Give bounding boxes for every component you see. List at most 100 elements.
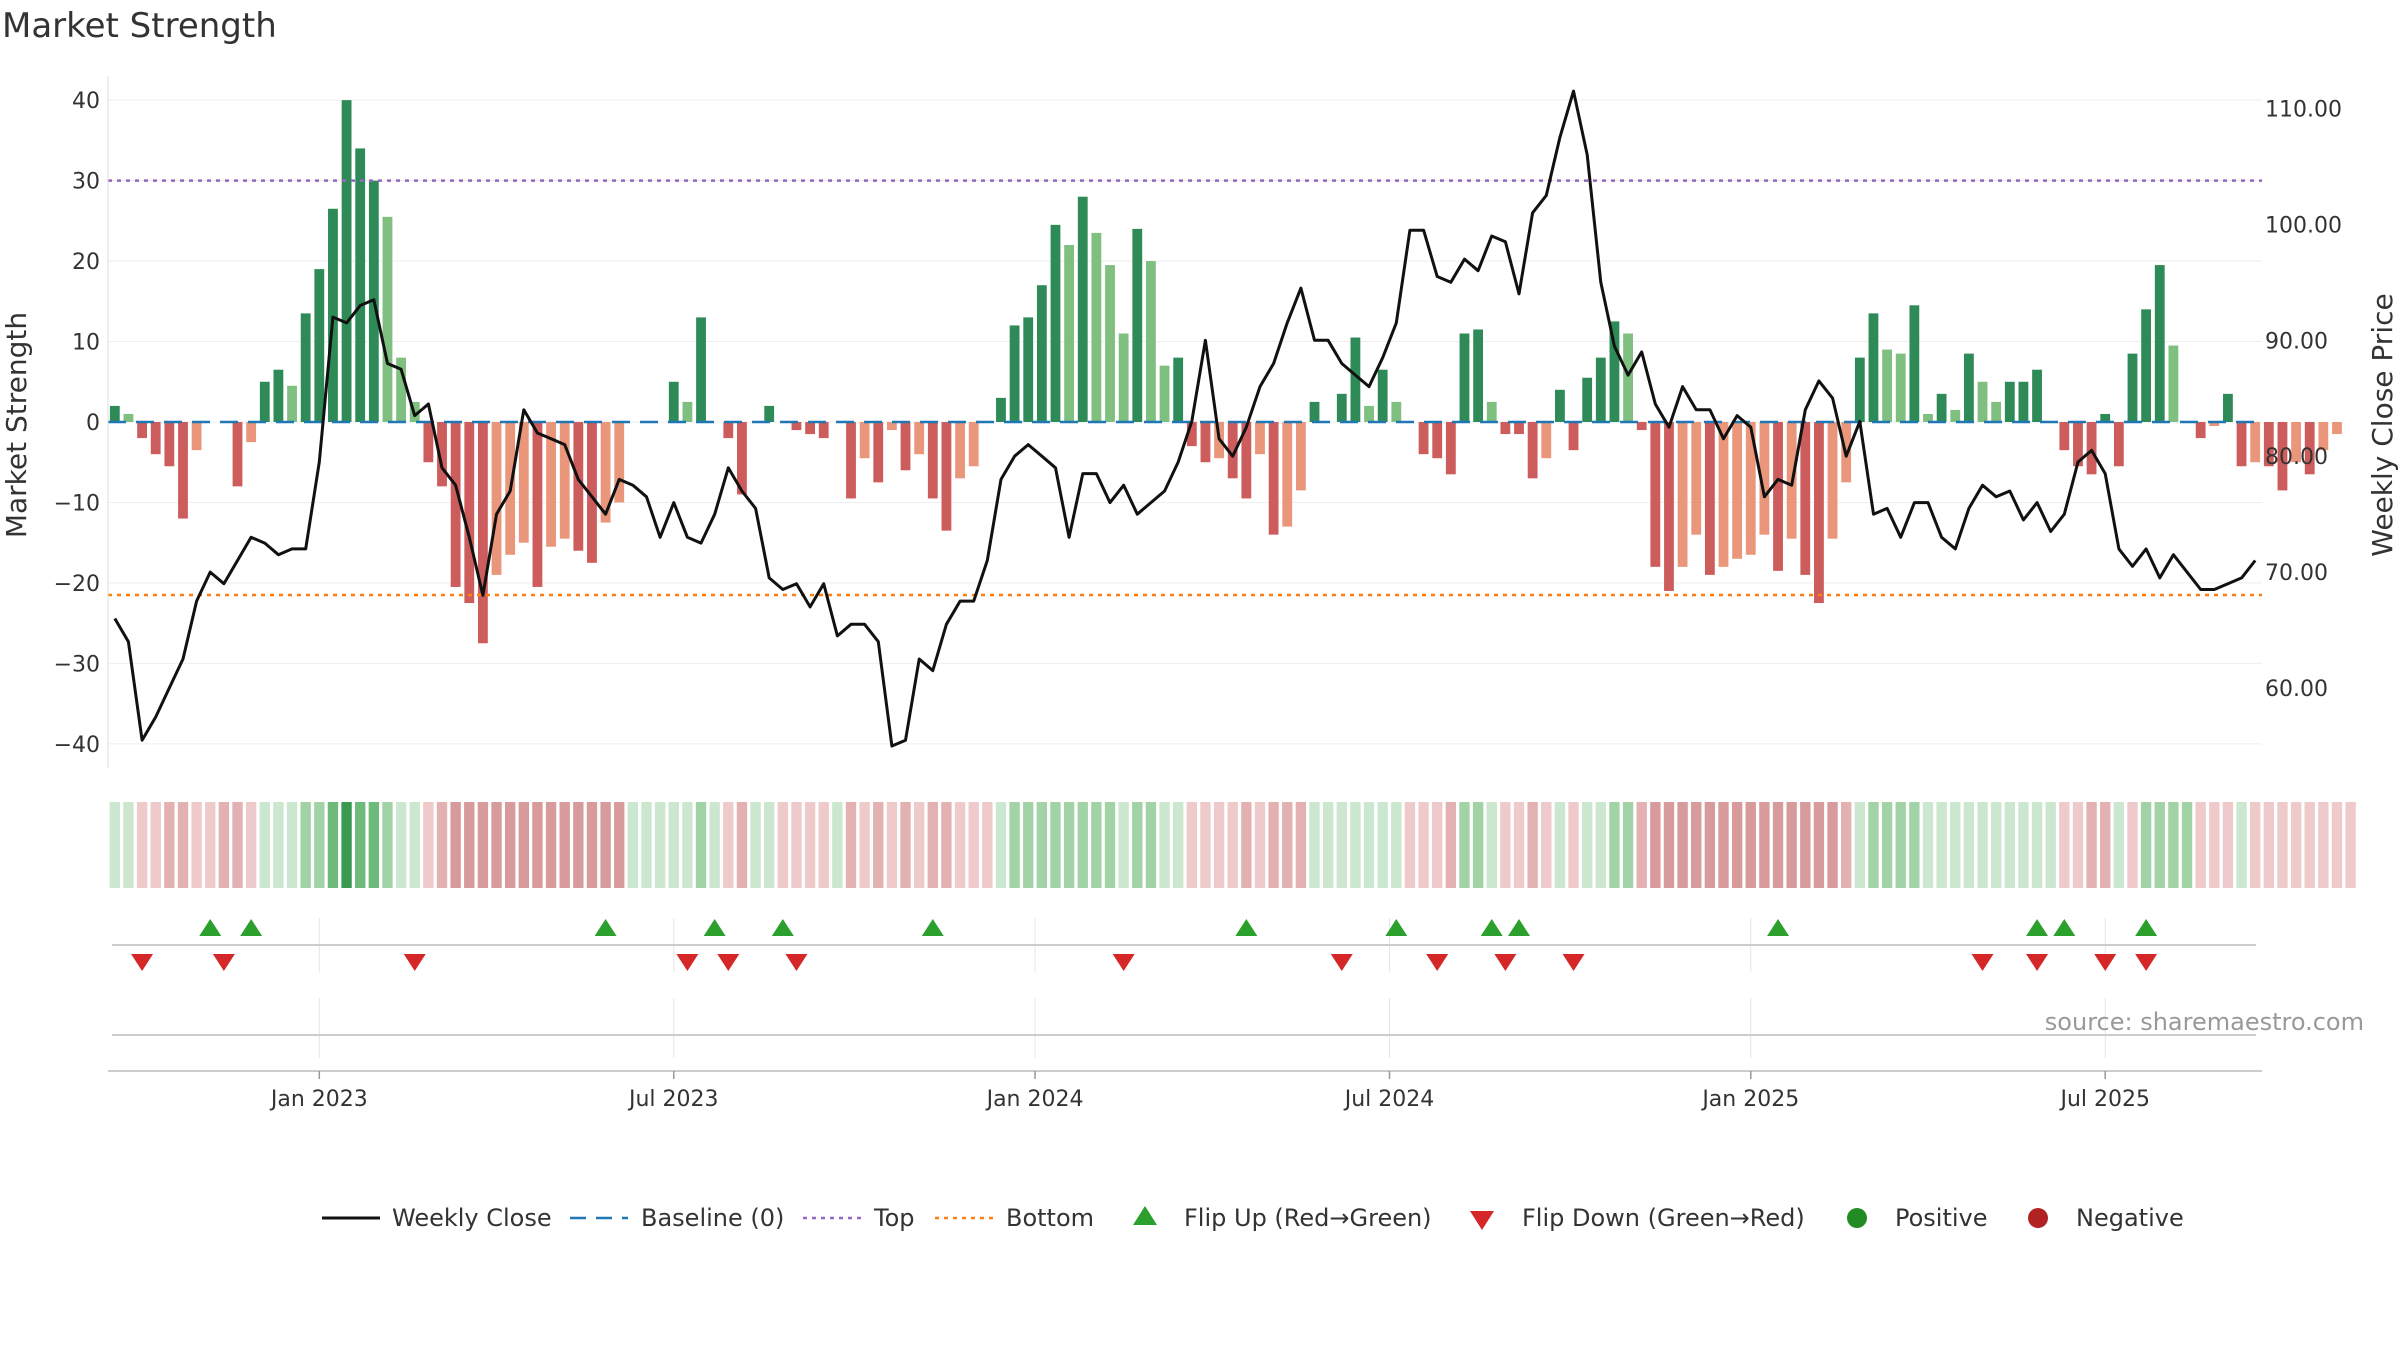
regime-cell (1513, 802, 1525, 888)
regime-cell (818, 802, 829, 888)
strength-bar (191, 422, 202, 451)
strength-bar (2263, 422, 2274, 467)
regime-cell (314, 802, 325, 888)
regime-cell (2277, 802, 2288, 888)
strength-bar (2332, 422, 2342, 435)
regime-cell (1418, 802, 1429, 888)
strength-bar (2073, 422, 2083, 467)
regime-cell (654, 802, 666, 888)
regime-cell (586, 802, 598, 888)
flip-down-marker (131, 954, 154, 971)
regime-cell (1922, 802, 1934, 888)
strength-bar (1950, 409, 1961, 422)
flip-up-marker (1480, 919, 1503, 936)
regime-cell (1950, 802, 1961, 888)
legend-label: Top (873, 1204, 915, 1232)
regime-cell (1445, 802, 1457, 888)
y-axis-title: Market Strength (0, 312, 33, 538)
regime-cell (395, 802, 407, 888)
chart-title: Market Strength (2, 6, 277, 46)
strength-bar (1118, 333, 1129, 422)
regime-cell (1213, 802, 1225, 888)
regime-cell (1963, 802, 1975, 888)
strength-bar (2141, 309, 2152, 422)
strength-bar (927, 422, 938, 499)
flip-up-marker (921, 919, 944, 936)
regime-cell (1282, 802, 1293, 888)
strength-bar (1173, 357, 1184, 422)
regime-cell (1745, 802, 1756, 888)
regime-cell (1609, 802, 1620, 888)
regime-cell (1322, 802, 1334, 888)
regime-cell (491, 802, 502, 888)
regime-cell (2072, 802, 2084, 888)
strength-bar (273, 369, 284, 422)
regime-cell (750, 802, 761, 888)
regime-cell (1104, 802, 1116, 888)
flip-up-marker (1235, 919, 1258, 936)
strength-bar (1268, 422, 1279, 535)
strength-bar (1963, 353, 1974, 422)
regime-cell (845, 802, 857, 888)
strength-bar (1977, 381, 1988, 422)
regime-cell (136, 802, 148, 888)
regime-cell (1063, 802, 1075, 888)
strength-bar (1091, 232, 1102, 422)
flip-down-marker (1494, 954, 1517, 971)
regime-cell (764, 802, 775, 888)
strength-bar (2223, 393, 2233, 422)
strength-bar (1486, 401, 1497, 422)
regime-cell (736, 802, 748, 888)
regime-cell (709, 802, 720, 888)
strength-bar (123, 413, 134, 422)
strength-bar (1991, 401, 2002, 422)
regime-cell (982, 802, 993, 888)
strength-bar (1445, 422, 1456, 475)
regime-cell (900, 802, 911, 888)
strength-bar (1664, 422, 1674, 591)
regime-cell (1500, 802, 1511, 888)
regime-cell (1404, 802, 1416, 888)
strength-bar (1814, 422, 1824, 604)
regime-cell (2004, 802, 2015, 888)
flip-up-marker (2053, 919, 2076, 936)
strength-bar (437, 422, 447, 487)
regime-cell (1704, 802, 1716, 888)
regime-cell (1909, 802, 1920, 888)
flip-up-marker (594, 919, 617, 936)
strength-bar (178, 422, 188, 519)
flip-down-marker (1971, 954, 1994, 971)
flip-down-marker (1562, 954, 1585, 971)
regime-cell (436, 802, 448, 888)
strength-bar (1377, 369, 1388, 422)
regime-cell (1200, 802, 1211, 888)
regime-cell (1391, 802, 1402, 888)
strength-bar (614, 422, 625, 503)
regime-cell (1595, 802, 1606, 888)
regime-cell (464, 802, 475, 888)
strength-bar (968, 422, 979, 467)
strength-bar (328, 208, 338, 422)
flip-up-marker (2026, 919, 2049, 936)
strength-bar (109, 405, 120, 422)
y-tick-label: 20 (72, 250, 100, 275)
regime-cell (859, 802, 870, 888)
regime-cell (423, 802, 434, 888)
strength-bar (696, 317, 706, 422)
regime-cell (627, 802, 639, 888)
regime-cell (1309, 802, 1320, 888)
regime-cell (1759, 802, 1770, 888)
regime-cell (804, 802, 816, 888)
y-right-tick-label: 60.00 (2265, 677, 2328, 702)
regime-cell (545, 802, 557, 888)
regime-cell (1786, 802, 1797, 888)
regime-cell (191, 802, 202, 888)
legend-label: Flip Up (Red→Green) (1184, 1204, 1432, 1232)
strength-bar (1527, 422, 1538, 479)
strength-bar (314, 269, 325, 422)
strength-bar (150, 422, 161, 455)
regime-cell (2222, 802, 2234, 888)
legend-label: Baseline (0) (641, 1204, 784, 1232)
strength-bar (1582, 377, 1593, 422)
